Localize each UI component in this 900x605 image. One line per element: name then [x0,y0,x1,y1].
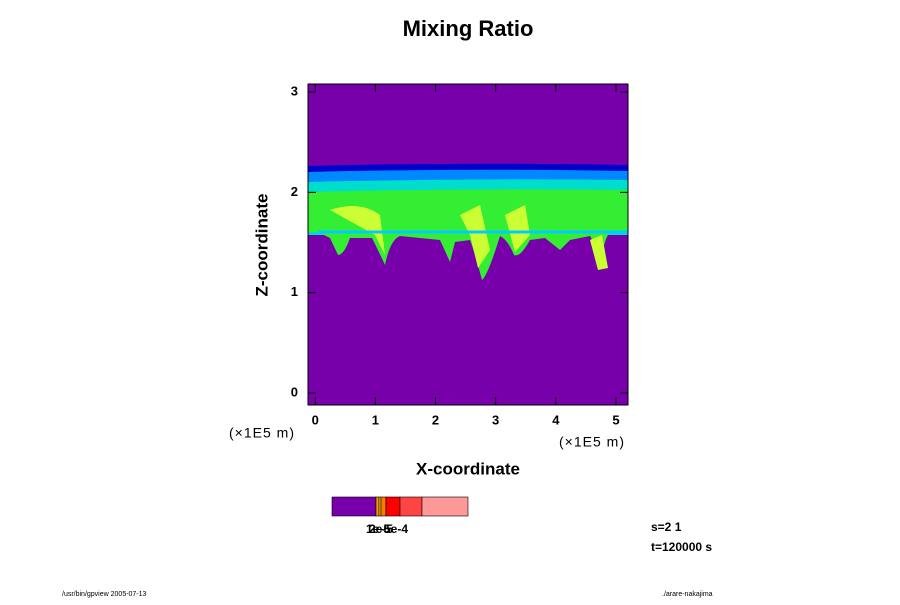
y-tick-label: 0 [291,384,298,399]
x-tick-label: 2 [432,412,439,427]
x-tick-label: 3 [492,412,499,427]
footer-left: /usr/bin/gpview 2005-07-13 [62,591,147,598]
colorbar-segment [385,496,401,517]
y-tick-label: 2 [291,184,298,199]
y-unit: (×1E5 m) [229,425,295,441]
colorbar-label: 5e-4 [384,522,408,536]
x-axis-label: X-coordinate [416,459,520,478]
colorbar-label: 2e-5 [369,522,393,536]
x-tick-label: 0 [312,412,319,427]
y-axis-label: Z-coordinate [252,194,271,297]
x-tick-label: 1 [372,412,379,427]
plot-frame [307,83,629,406]
colorbar-segment [421,496,469,517]
x-tick-label: 5 [612,412,619,427]
colorbar-segment [399,496,423,517]
y-tick-label: 1 [291,284,298,299]
x-unit: (×1E5 m) [559,434,625,450]
annotation: s=2 1 [651,520,682,534]
field [307,83,629,406]
colorbar-label: 1e-5 [366,522,390,536]
x-tick-label: 4 [552,412,560,427]
field-patch [330,205,608,270]
field-band [308,189,628,280]
y-tick-label: 3 [291,83,298,98]
annotation: t=120000 s [651,540,712,554]
colorbar-segment [380,496,387,517]
footer-right: ./arare-nakajima [662,591,713,598]
colorbar-segment [375,496,380,517]
colorbar-segment [331,496,377,517]
chart-title: Mixing Ratio [403,16,534,41]
field-background [308,84,628,405]
